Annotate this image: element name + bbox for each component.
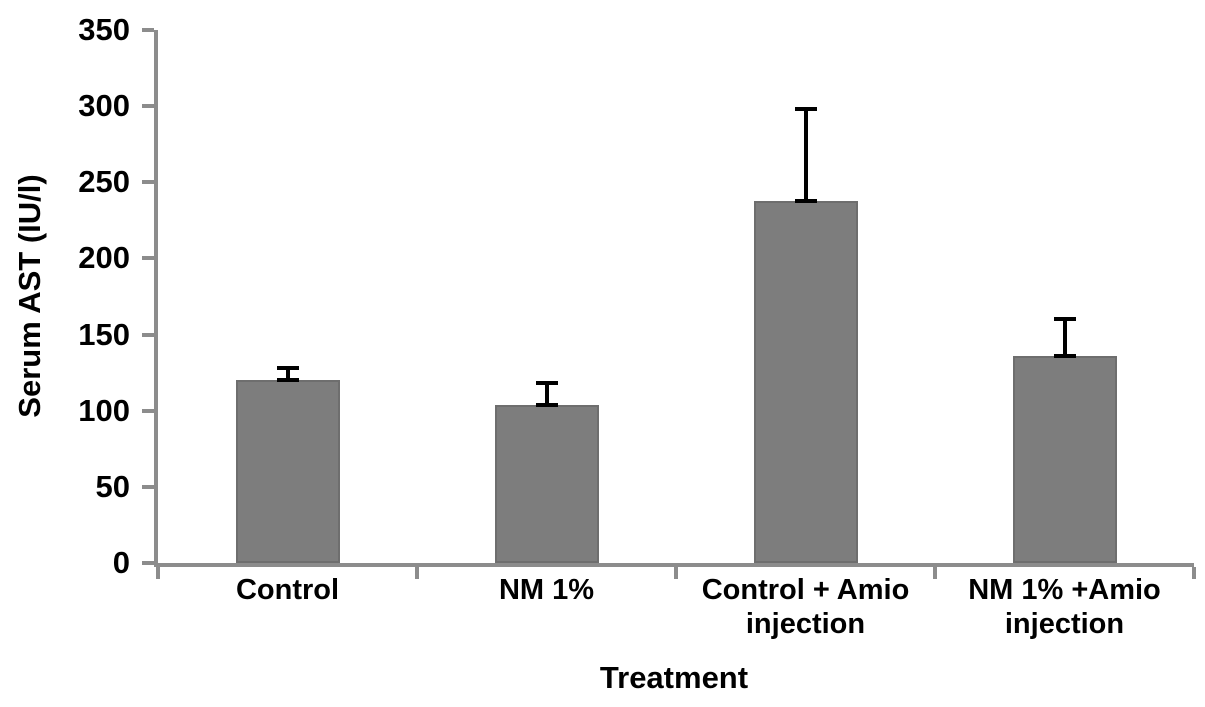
- error-bar-cap-top: [794, 107, 817, 112]
- y-axis-tick: [142, 180, 154, 185]
- y-tick-label: 100: [78, 392, 130, 428]
- y-tick-label: 50: [95, 468, 130, 504]
- error-bar-line: [544, 383, 549, 405]
- bar-4: [1012, 355, 1117, 563]
- y-tick-label: 350: [78, 12, 130, 47]
- y-axis-tick: [142, 484, 154, 489]
- x-axis-tick: [156, 567, 160, 579]
- y-axis-tick: [142, 104, 154, 109]
- y-axis-tick: [142, 332, 154, 337]
- y-tick-label: 300: [78, 88, 130, 124]
- bar-2: [494, 404, 599, 563]
- y-tick-label: 250: [78, 164, 130, 200]
- x-category-label: NM 1%: [498, 574, 595, 606]
- error-bar-cap-bottom: [535, 402, 558, 407]
- y-tick-label: 200: [78, 240, 130, 276]
- error-bar-cap-top: [535, 381, 558, 386]
- y-tick-label: 150: [78, 316, 130, 352]
- bar-1: [235, 380, 340, 563]
- y-axis-tick: [142, 408, 154, 413]
- error-bar-cap-bottom: [1053, 353, 1076, 358]
- error-bar-line: [803, 109, 808, 201]
- y-axis-tick: [142, 256, 154, 261]
- error-bar-line: [285, 368, 290, 381]
- bar-3: [753, 200, 858, 563]
- x-category-label: Control + Amio injection: [701, 574, 910, 640]
- error-bar-line: [1062, 319, 1067, 356]
- x-axis-tick: [674, 567, 678, 579]
- y-tick-label: 0: [112, 545, 130, 580]
- x-category-label: NM 1% +Amio injection: [968, 574, 1161, 640]
- x-axis-title: Treatment: [599, 660, 749, 695]
- y-axis-tick: [142, 28, 154, 32]
- error-bar-cap-bottom: [794, 198, 817, 203]
- plot-area: 0 50 100 150 200 250 300 350 Control NM 1% Control…: [78, 12, 1196, 640]
- error-bar-cap-top: [276, 366, 299, 371]
- y-axis-title: Serum AST (IU/l): [12, 174, 47, 418]
- x-axis-tick: [933, 567, 937, 579]
- x-category-label: Control: [235, 574, 340, 606]
- x-axis-tick: [415, 567, 419, 579]
- x-axis-tick: [1192, 567, 1196, 579]
- y-axis-tick: [142, 561, 154, 565]
- error-bar-cap-top: [1053, 317, 1076, 322]
- error-bar-cap-bottom: [276, 378, 299, 383]
